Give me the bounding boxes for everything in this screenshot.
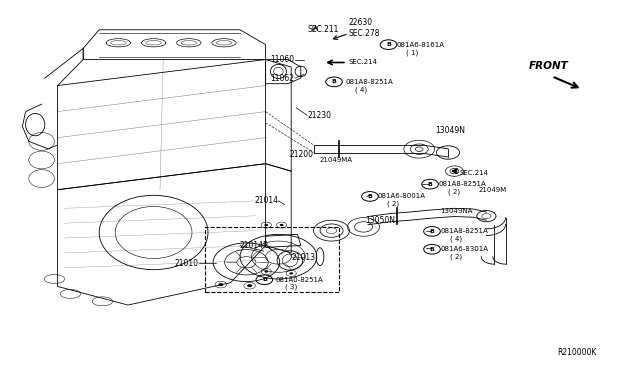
Text: 081A6-8001A: 081A6-8001A bbox=[378, 193, 426, 199]
Text: 081A8-8251A: 081A8-8251A bbox=[440, 228, 488, 234]
Text: 081A8-8251A: 081A8-8251A bbox=[438, 181, 486, 187]
Text: SEC.211: SEC.211 bbox=[307, 25, 339, 34]
Text: 081A6-8301A: 081A6-8301A bbox=[440, 246, 488, 252]
Text: 21014P: 21014P bbox=[240, 241, 269, 250]
Text: 22630: 22630 bbox=[349, 18, 373, 27]
Text: ( 2): ( 2) bbox=[448, 188, 460, 195]
Text: ( 2): ( 2) bbox=[450, 253, 462, 260]
Circle shape bbox=[247, 284, 252, 287]
Text: B: B bbox=[332, 79, 337, 84]
Text: ( 3): ( 3) bbox=[285, 284, 297, 291]
Text: 21049MA: 21049MA bbox=[320, 157, 353, 163]
Text: B: B bbox=[262, 277, 267, 282]
Text: 11060: 11060 bbox=[270, 55, 294, 64]
Text: SEC.214: SEC.214 bbox=[460, 170, 488, 176]
Text: B: B bbox=[428, 182, 433, 187]
Text: SEC.214: SEC.214 bbox=[349, 60, 378, 65]
Bar bbox=[205, 227, 339, 292]
Text: 13050N: 13050N bbox=[365, 216, 395, 225]
Circle shape bbox=[218, 283, 223, 286]
Text: 081A0-8251A: 081A0-8251A bbox=[275, 277, 323, 283]
Circle shape bbox=[289, 272, 293, 275]
Text: 21014: 21014 bbox=[254, 196, 278, 205]
Text: ( 4): ( 4) bbox=[355, 86, 367, 93]
Text: R210000K: R210000K bbox=[557, 348, 596, 357]
Text: 081A8-8251A: 081A8-8251A bbox=[346, 79, 394, 85]
Text: FRONT: FRONT bbox=[529, 61, 569, 71]
Text: 21049M: 21049M bbox=[479, 187, 507, 193]
Circle shape bbox=[280, 224, 284, 226]
Text: ( 1): ( 1) bbox=[406, 49, 419, 56]
Text: ( 2): ( 2) bbox=[387, 201, 399, 207]
Text: 21013: 21013 bbox=[291, 253, 315, 262]
Text: 13049N: 13049N bbox=[435, 126, 465, 135]
Text: 11062: 11062 bbox=[271, 74, 294, 83]
Text: B: B bbox=[367, 194, 372, 199]
Text: 21230: 21230 bbox=[307, 111, 332, 120]
Text: 081A6-8161A: 081A6-8161A bbox=[397, 42, 445, 48]
Text: B: B bbox=[429, 229, 435, 234]
Text: 21200: 21200 bbox=[290, 150, 314, 159]
Circle shape bbox=[264, 224, 268, 226]
Text: 13049NA: 13049NA bbox=[440, 208, 473, 214]
Text: 21010: 21010 bbox=[174, 259, 198, 268]
Text: B: B bbox=[429, 247, 435, 252]
Circle shape bbox=[264, 270, 268, 273]
Text: ( 4): ( 4) bbox=[450, 235, 462, 242]
Text: B: B bbox=[386, 42, 391, 47]
Text: SEC.278: SEC.278 bbox=[349, 29, 380, 38]
